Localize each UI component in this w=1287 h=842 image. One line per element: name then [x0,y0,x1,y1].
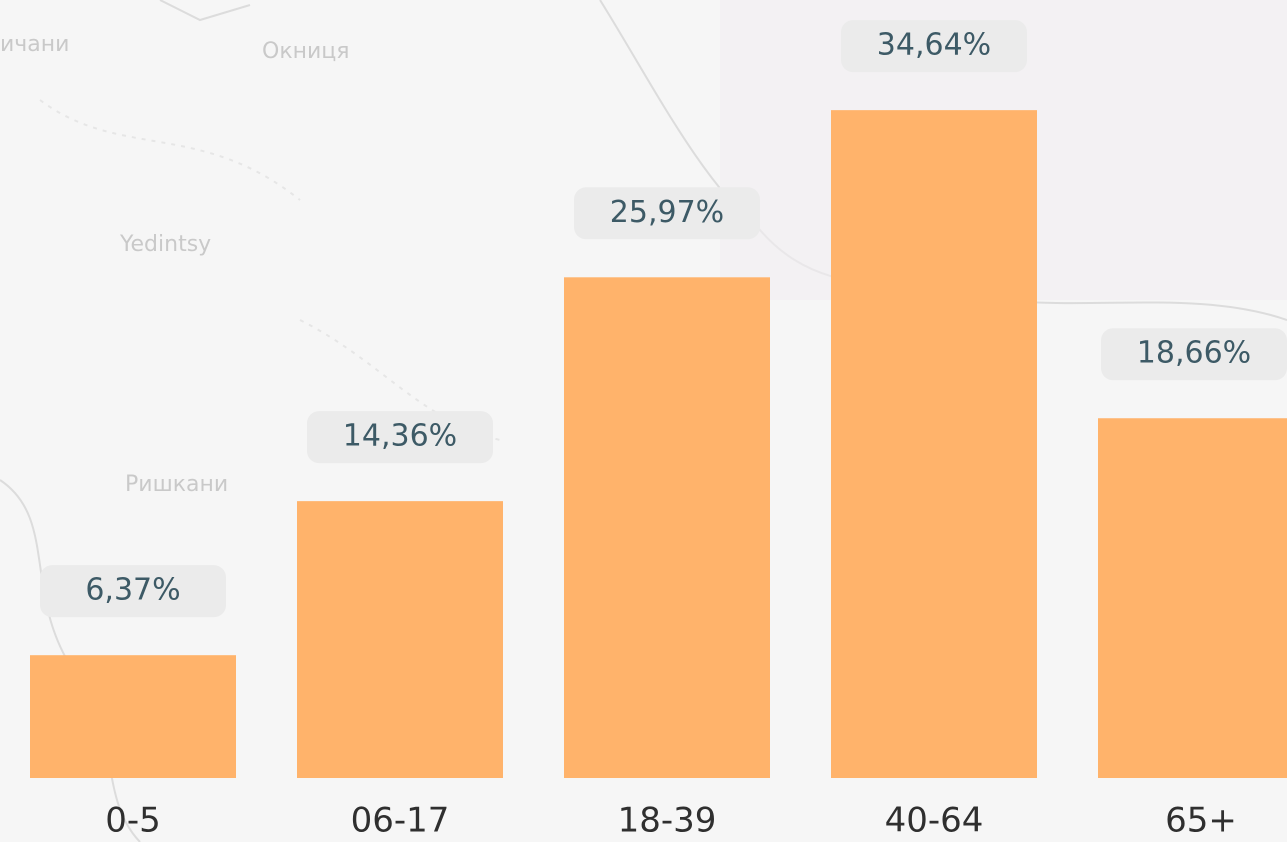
x-tick-label: 0-5 [105,801,161,841]
x-tick-label: 40-64 [885,801,984,841]
x-tick-label: 65+ [1165,801,1237,841]
bar [30,655,236,778]
value-label-box [574,187,760,240]
map-label: Ришкани [125,472,228,497]
value-label: 18,66% [1137,336,1251,371]
value-label-box [841,20,1027,73]
x-tick-label: 18-39 [618,801,717,841]
bar [297,501,503,778]
map-label: Окниця [262,39,350,64]
value-label-box [1101,328,1287,381]
bar [831,110,1037,778]
map-road [39,99,501,441]
value-label-box [40,565,226,618]
value-label: 6,37% [85,573,180,608]
value-label: 34,64% [877,28,991,63]
bar [564,277,770,778]
bar [1098,418,1287,778]
value-label-box [307,411,493,464]
map-label: ичани [0,32,69,57]
value-label: 25,97% [610,195,724,230]
map-label: Yedintsy [119,232,211,257]
value-label: 14,36% [343,419,457,454]
x-tick-label: 06-17 [351,801,450,841]
